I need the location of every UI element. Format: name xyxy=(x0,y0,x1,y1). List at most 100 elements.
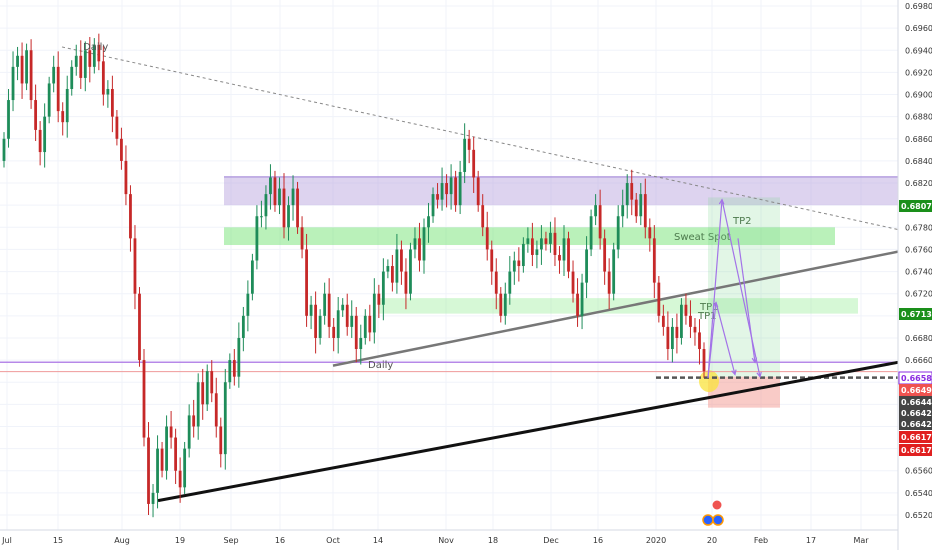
candle-up xyxy=(246,293,250,316)
candle-up xyxy=(621,205,625,217)
candle-up xyxy=(237,337,241,377)
candle-down xyxy=(643,194,647,228)
candle-up xyxy=(549,232,552,244)
candle-down xyxy=(634,199,638,217)
candle-up xyxy=(43,116,47,153)
candle-down xyxy=(61,111,65,123)
candle-up xyxy=(594,205,598,217)
candle-down xyxy=(698,332,701,350)
candle-down xyxy=(129,194,132,239)
candle-down xyxy=(138,293,141,361)
candle-up xyxy=(183,448,187,488)
candle-down xyxy=(467,138,471,150)
candle-up xyxy=(156,448,159,493)
candle-down xyxy=(689,315,692,327)
candle-down xyxy=(110,88,114,117)
time-axis: Jul 15 Aug 19 Sep 16 Oct 14 Nov 18 Dec 16 2020 20 Feb 1… xyxy=(0,529,898,545)
candle-down xyxy=(214,393,218,427)
candle-up xyxy=(670,326,674,350)
daily-uptrend-line xyxy=(332,250,899,367)
candle-down xyxy=(147,437,150,504)
candle-down xyxy=(88,50,92,67)
candle-up xyxy=(359,337,363,350)
candle-down xyxy=(327,293,331,327)
candle-up xyxy=(341,304,345,311)
candle-down xyxy=(282,188,286,228)
x-tick-label: Aug xyxy=(114,536,130,545)
candle-up xyxy=(449,177,453,195)
candle-up xyxy=(639,194,643,217)
candle-down xyxy=(472,149,476,178)
x-tick-label: Sep xyxy=(223,536,238,545)
event-marker-flag-icon xyxy=(712,514,724,526)
candle-down xyxy=(630,183,634,200)
candle-down xyxy=(607,271,611,294)
candle-down xyxy=(603,238,607,272)
candle-up xyxy=(223,382,227,455)
x-tick-label: 14 xyxy=(373,536,383,545)
zones: Sweat Spot TP1 xyxy=(224,176,898,408)
projection-arrow xyxy=(715,302,736,375)
candle-down xyxy=(97,44,101,62)
price-tag xyxy=(899,444,932,456)
candle-up xyxy=(11,66,15,101)
candle-up xyxy=(508,271,512,294)
candle-up xyxy=(165,426,168,471)
arrow-head xyxy=(731,369,737,376)
candle-down xyxy=(305,249,308,316)
x-tick-label: 2020 xyxy=(646,536,666,545)
candle-up xyxy=(585,249,588,283)
daily-uptrend-label: Daily xyxy=(368,360,393,371)
arrow-head xyxy=(756,371,762,378)
price-tag-label: 0.66442 xyxy=(901,398,932,407)
price-tag xyxy=(899,407,932,419)
candle-up xyxy=(83,50,87,78)
candle-up xyxy=(309,304,313,316)
candle-down xyxy=(20,55,24,84)
candle-down xyxy=(300,227,304,250)
price-tag-label: 0.66496 xyxy=(901,386,932,395)
arrow-head xyxy=(751,357,758,364)
candle-down xyxy=(124,160,128,195)
candle-up xyxy=(381,271,385,305)
x-tick-label: 20 xyxy=(707,536,717,545)
candle-up xyxy=(503,293,507,316)
candle-up xyxy=(92,44,96,67)
candle-down xyxy=(368,315,372,333)
candle-down xyxy=(476,177,480,206)
supply-zone-edge xyxy=(224,176,898,178)
candle-down xyxy=(490,249,494,272)
daily-downtrend-line xyxy=(61,46,899,231)
major-uptrend-line xyxy=(157,360,899,503)
zone-label-sweat-spot: Sweat Spot xyxy=(674,232,731,243)
candle-up xyxy=(318,315,322,338)
candle-up xyxy=(589,216,593,250)
candle-up xyxy=(431,194,435,217)
candle-up xyxy=(395,249,399,283)
candle-up xyxy=(106,88,110,95)
candle-up xyxy=(616,216,620,250)
price-tag xyxy=(899,308,932,320)
candle-down xyxy=(693,326,697,333)
candle-down xyxy=(390,266,394,283)
candle-down xyxy=(133,238,137,294)
x-tick-label: 18 xyxy=(488,536,498,545)
x-tick-label: 16 xyxy=(593,536,603,545)
candle-up xyxy=(187,415,191,449)
candle-down xyxy=(571,271,575,294)
candle-up xyxy=(74,55,78,67)
candle-down xyxy=(684,304,688,316)
candle-up xyxy=(287,205,290,228)
candle-down xyxy=(666,326,670,350)
candle-up xyxy=(151,492,155,504)
